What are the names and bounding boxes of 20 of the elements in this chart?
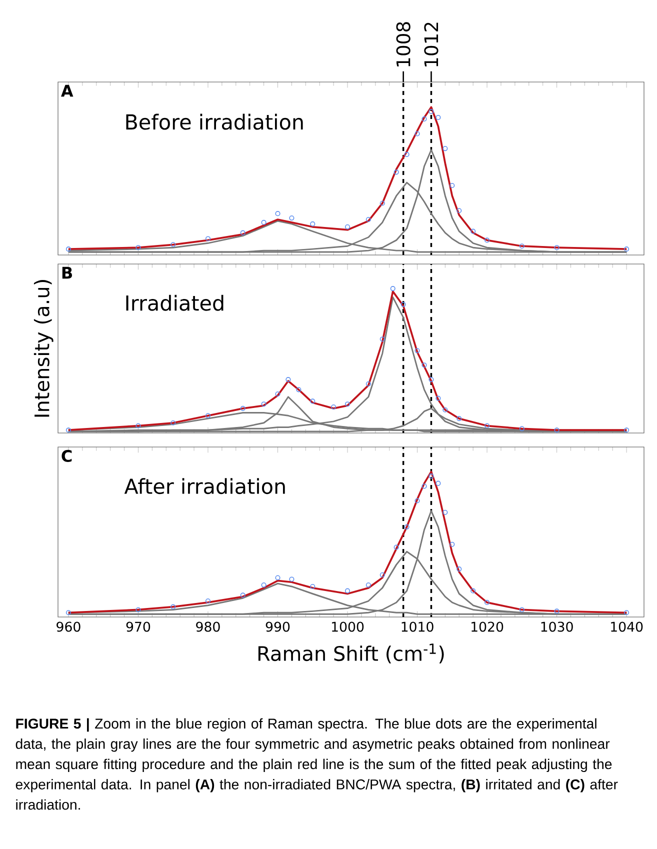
text: A — [61, 84, 74, 97]
text: B — [62, 266, 72, 279]
chart-title: Before irradiation — [126, 114, 303, 130]
text: FIGURE 5 | Zoom in the blue region of Raman spectra. The blue dots are the experimental data, the plain gray lines are the four symmetric and asymetric peaks obtained from nonlinear mean square fitting procedure and the plain red line is the sum of the fitted peak adjusting the experimental data. In panel (A) the non-irradiated BNC/PWA spectra, (B) irritated and (C) after irradiation. — [16, 718, 618, 810]
x-tick-label: 980 — [196, 622, 220, 632]
ref-line-label: 1012 — [424, 22, 438, 66]
x-tick-label: 1020 — [472, 622, 504, 632]
text: C — [62, 450, 72, 462]
chart-title: Irradiated — [126, 294, 224, 311]
ref-line-label: 1008 — [396, 22, 410, 66]
x-tick-label: 1040 — [611, 622, 643, 632]
x-tick-label: 1010 — [402, 622, 434, 632]
x-tick-label: 1030 — [541, 622, 573, 632]
x-tick-label: 990 — [266, 622, 290, 632]
chart-title: After irradiation — [124, 478, 285, 494]
x-tick-label: 1000 — [332, 622, 364, 632]
x-tick-label: 970 — [126, 622, 150, 632]
x-tick-label: 960 — [56, 622, 80, 632]
x-axis-title: Raman Shift (cm$^{-1}$) — [258, 644, 444, 664]
y-axis-title: Intensity (a.u) — [34, 280, 54, 417]
